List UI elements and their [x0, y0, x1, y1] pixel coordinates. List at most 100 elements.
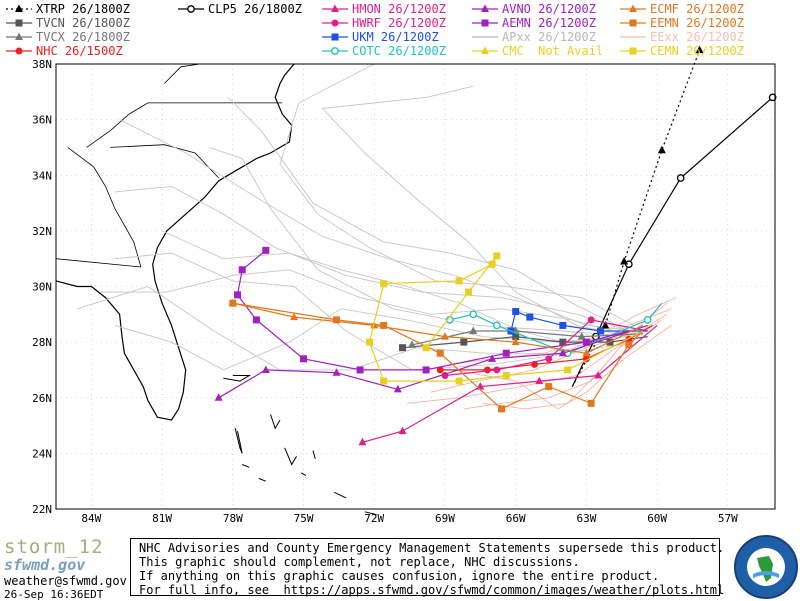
track-point-aemn: [300, 355, 308, 363]
legend-swatch: [6, 4, 32, 12]
ensemble-track-apxx: [114, 308, 629, 371]
track-point-cotc: [492, 321, 501, 330]
track-point-eemn: [498, 405, 506, 413]
track-aemn: [234, 246, 629, 374]
brand-block: storm_12 sfwmd.gov weather@sfwmd.gov 26-…: [4, 536, 127, 601]
lon-tick-label: 78W: [223, 512, 243, 525]
lon-tick-label: 60W: [647, 512, 667, 525]
track-point-xtrp: [695, 45, 704, 54]
lat-tick-label: 38N: [32, 58, 52, 71]
track-point-aemn: [582, 338, 590, 346]
legend-marker: [15, 19, 23, 27]
state-border: [67, 147, 142, 268]
lat-tick-label: 28N: [32, 336, 52, 349]
disclaimer-box: NHC Advisories and County Emergency Mana…: [130, 538, 725, 597]
track-point-cotc: [469, 310, 478, 319]
track-point-ukm: [559, 321, 567, 329]
track-point-clp5: [676, 174, 685, 182]
ensemble-track-eexx: [482, 302, 667, 410]
track-point-cemn: [366, 338, 374, 346]
legend-swatch: [472, 36, 498, 38]
legend-swatch: [472, 46, 498, 54]
track-point-avno: [558, 348, 567, 357]
legend-swatch: [6, 32, 32, 40]
lon-tick-label: 75W: [294, 512, 314, 525]
legend-item: EEMN 26/1200Z: [618, 16, 798, 30]
track-point-cemn: [564, 366, 572, 374]
track-point-xtrp: [601, 320, 610, 329]
legend-item: TVCX 26/1800Z: [4, 30, 184, 44]
lon-tick-label: 81W: [152, 512, 172, 525]
track-point-nhc: [483, 366, 491, 374]
track-point-aemn: [502, 349, 510, 357]
legend-label: AEMN 26/1200Z: [502, 16, 596, 30]
disclaimer-link[interactable]: For full info, see https://apps.sfwmd.go…: [139, 583, 725, 597]
legend-marker: [629, 19, 637, 27]
track-line-tvcn: [402, 335, 648, 349]
track-point-cemn: [380, 377, 388, 385]
brand-site[interactable]: sfwmd.gov: [4, 556, 86, 574]
island: [300, 472, 307, 477]
track-avno: [214, 324, 648, 401]
track-point-eemn: [436, 349, 444, 357]
track-point-eemn: [625, 341, 633, 349]
legend-swatch: [6, 47, 32, 55]
legend-item: TVCN 26/1800Z: [4, 16, 184, 30]
model-legend: XTRP 26/1800Z TVCN 26/1800Z TVCX 26/1800Z N…: [0, 0, 800, 60]
brand-name: storm_12: [4, 536, 104, 558]
track-point-ecmf: [582, 348, 591, 357]
ensemble-track-apxx: [100, 269, 634, 338]
track-point-ukm: [512, 308, 520, 316]
state-border: [164, 63, 200, 84]
track-point-ukm: [597, 327, 605, 335]
track-point-tvcx: [469, 326, 478, 334]
legend-label: APxx 26/1200Z: [502, 30, 596, 44]
track-point-cemn: [380, 280, 388, 288]
track-line-hmon: [362, 324, 658, 443]
island: [312, 450, 316, 460]
track-point-cemn: [493, 252, 501, 260]
track-point-eemn: [333, 316, 341, 324]
track-point-avno: [393, 384, 402, 393]
track-xtrp: [571, 45, 704, 387]
coastline: [55, 63, 295, 421]
ensemble-track-apxx: [114, 252, 634, 371]
track-point-ecmf: [290, 312, 299, 321]
legend-marker: [331, 19, 339, 27]
track-point-ecmf: [440, 332, 449, 340]
track-point-hmon: [358, 437, 367, 446]
legend-swatch: [322, 33, 348, 41]
legend-label: TVCX 26/1800Z: [36, 30, 130, 44]
legend-marker: [481, 46, 489, 54]
track-point-tvcn: [460, 338, 468, 346]
legend-label: HWRF 26/1200Z: [352, 16, 446, 30]
legend-marker: [15, 47, 23, 55]
ensemble-track-apxx: [321, 85, 629, 338]
legend-marker: [629, 4, 637, 12]
district-seal-logo: [734, 535, 798, 599]
track-point-ecmf: [511, 337, 520, 346]
track-point-eemn: [229, 299, 237, 307]
state-border: [86, 102, 283, 148]
track-tvcx: [407, 326, 644, 348]
legend-marker: [331, 4, 339, 12]
track-point-xtrp: [657, 145, 666, 154]
legend-item: AEMN 26/1200Z: [470, 16, 650, 30]
track-point-aemn: [422, 366, 430, 374]
contact-email[interactable]: weather@sfwmd.gov: [4, 574, 127, 588]
ensemble-track-apxx: [209, 146, 634, 338]
track-point-hmon: [594, 371, 603, 379]
legend-swatch: [620, 19, 646, 27]
legend-swatch: [322, 19, 348, 27]
legend-item: UKM 26/1200Z: [320, 30, 500, 44]
legend-swatch: [620, 36, 646, 38]
lon-tick-label: 63W: [576, 512, 596, 525]
legend-item: APxx 26/1200Z: [470, 30, 650, 44]
track-eemn: [229, 299, 644, 413]
track-point-cemn: [465, 288, 473, 296]
timestamp: 26-Sep 16:36EDT: [4, 588, 104, 601]
legend-label: NHC 26/1500Z: [36, 44, 123, 58]
legend-swatch: [620, 47, 646, 55]
legend-swatch: [472, 4, 498, 12]
track-point-hmon: [398, 426, 407, 435]
